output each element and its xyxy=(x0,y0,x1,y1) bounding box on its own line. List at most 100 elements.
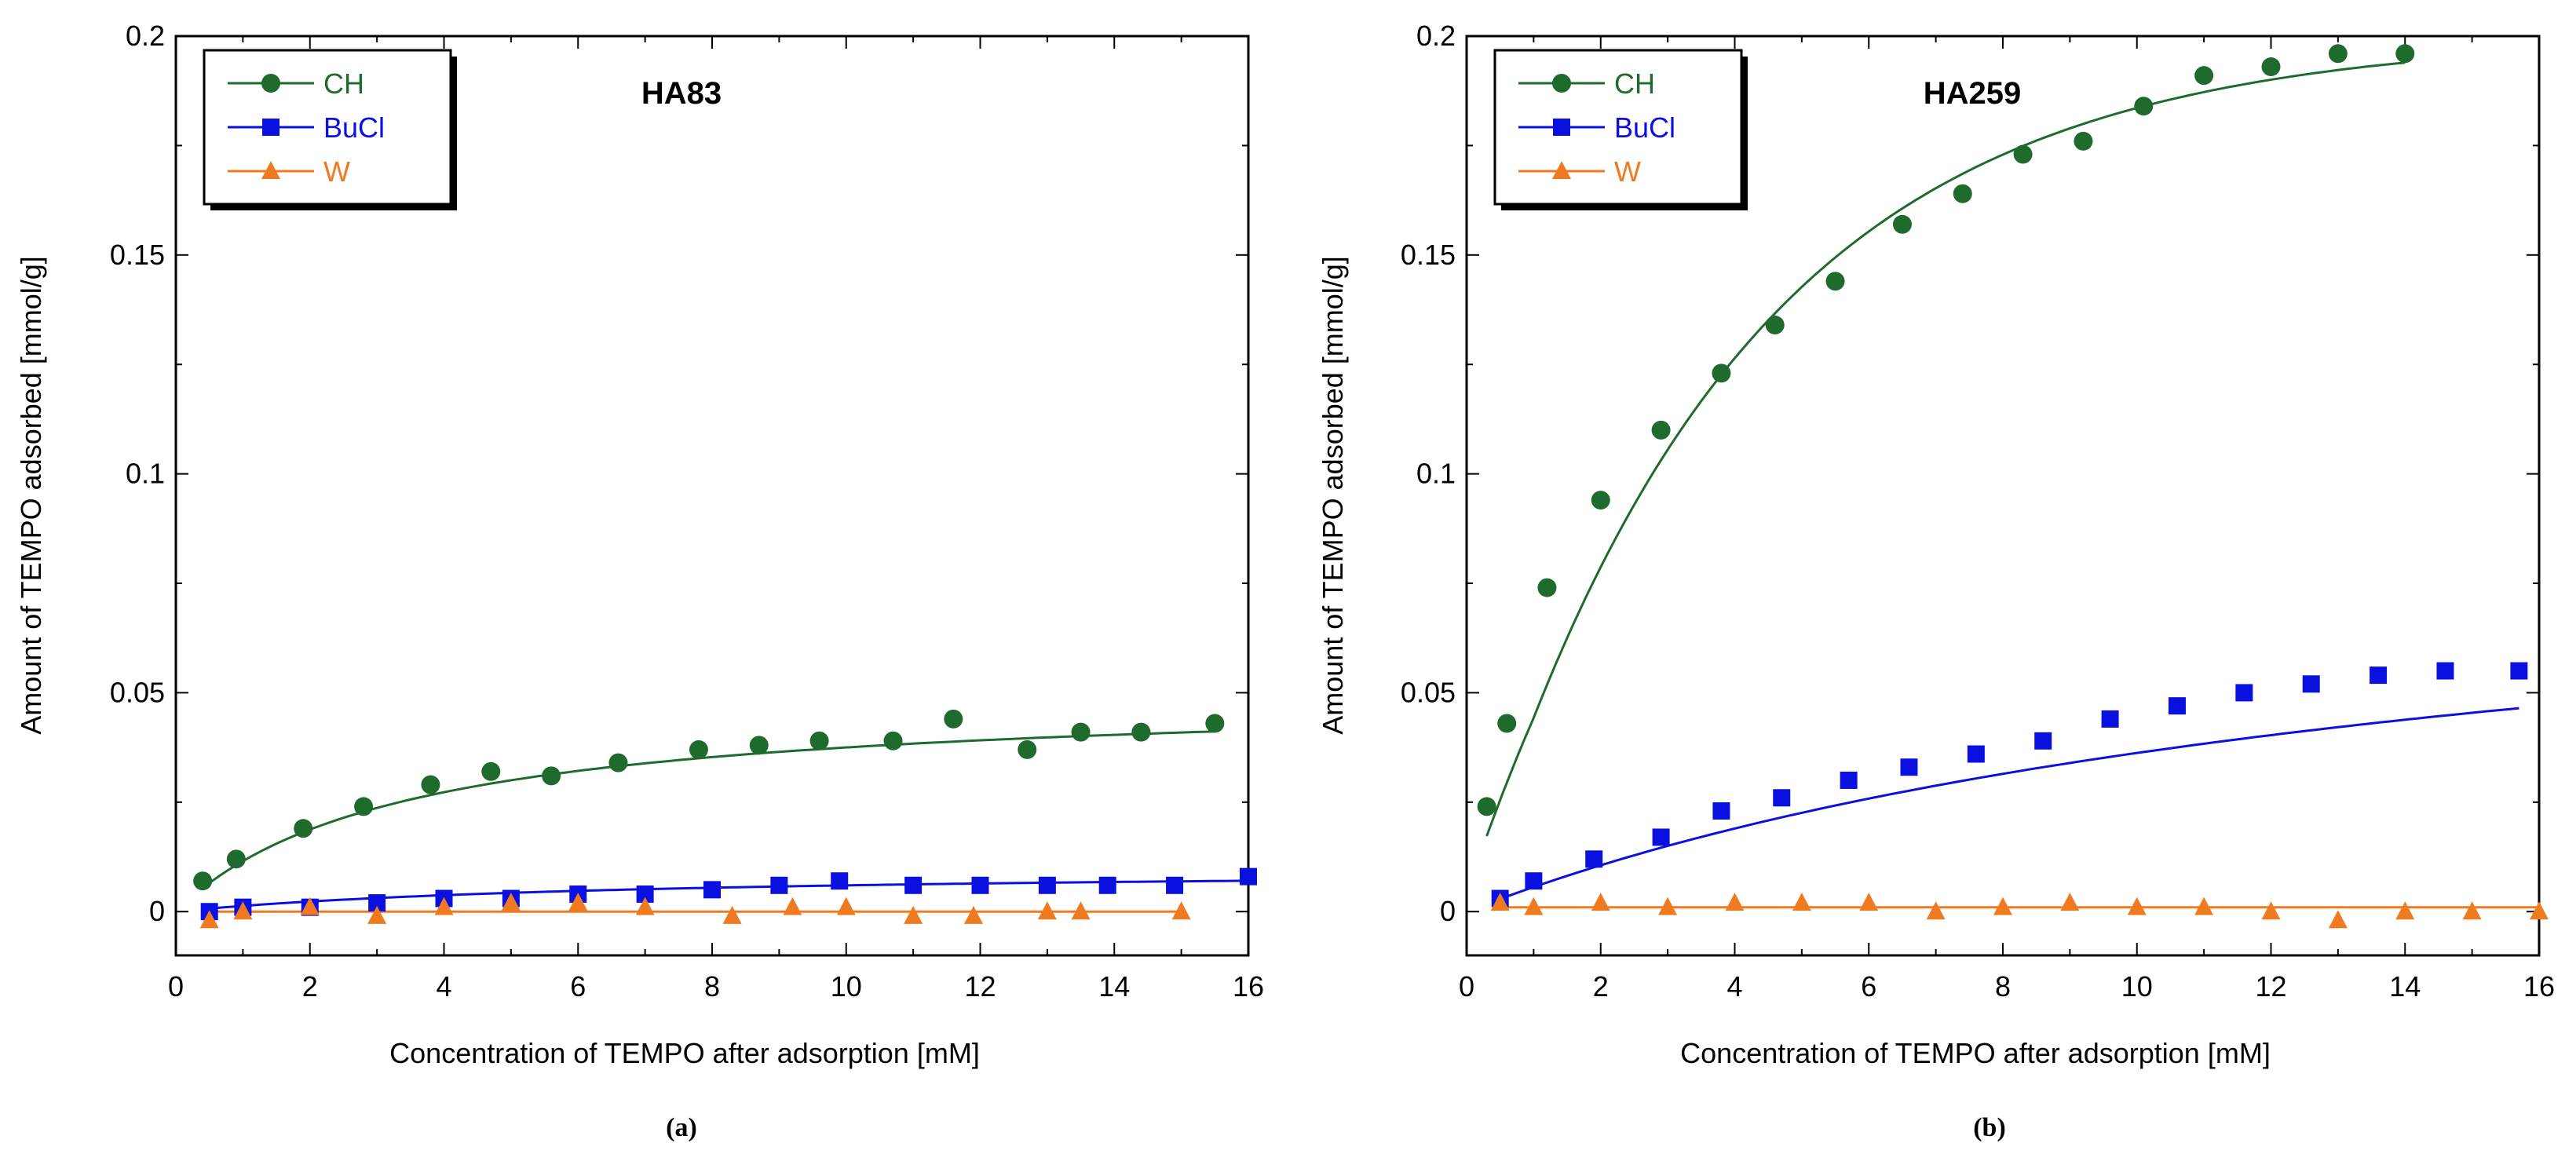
data-point-ch xyxy=(1477,797,1496,816)
data-point-w xyxy=(300,897,320,915)
data-point-w xyxy=(2395,901,2415,920)
fit-curve-bucl xyxy=(1500,707,2519,900)
data-point-w xyxy=(1171,901,1191,920)
data-point-w xyxy=(501,893,521,911)
data-point-w xyxy=(1725,893,1745,911)
x-tick-label: 16 xyxy=(2523,970,2555,1002)
chart-title-a: HA83 xyxy=(641,76,722,111)
data-point-bucl xyxy=(703,881,721,899)
y-axis-label-a: Amount of TEMPO adsorbed [mmol/g] xyxy=(15,256,47,735)
x-tick-label: 6 xyxy=(570,970,586,1002)
data-points-a xyxy=(193,709,1257,929)
data-point-w xyxy=(963,905,983,924)
data-point-bucl xyxy=(1038,876,1056,894)
x-tick-label: 8 xyxy=(1995,970,2011,1002)
data-point-ch xyxy=(1497,714,1517,733)
data-point-w xyxy=(1926,901,1946,920)
data-point-ch xyxy=(1765,316,1785,335)
data-point-bucl xyxy=(1900,758,1918,776)
chart-panel-a: 0 2 4 6 8 10 12 14 16 0 0.05 0.1 0.15 0.2 CH BuCl W HA8… xyxy=(15,20,1264,1142)
data-point-bucl xyxy=(636,885,654,903)
data-point-ch xyxy=(689,740,708,759)
x-tick-label: 12 xyxy=(964,970,996,1002)
legend-a: CH BuCl W xyxy=(203,49,457,210)
data-point-w xyxy=(1524,897,1544,915)
data-point-ch xyxy=(1591,491,1610,510)
fit-curve-ch xyxy=(1485,61,2406,837)
data-point-bucl xyxy=(1967,745,1985,763)
y-tick-label: 0.15 xyxy=(110,239,165,271)
data-point-ch xyxy=(2194,66,2214,86)
legend-label-bucl: BuCl xyxy=(323,111,385,144)
data-point-w xyxy=(568,893,588,911)
data-point-w xyxy=(434,897,454,915)
data-point-w xyxy=(836,897,856,915)
data-point-w xyxy=(199,910,219,929)
ticks-b: 0 2 4 6 8 10 12 14 16 0 0.05 0.1 0.15 0.2 xyxy=(1401,20,2555,1002)
y-tick-label: 0.05 xyxy=(1401,676,1456,708)
data-point-bucl xyxy=(1166,876,1184,894)
data-point-w xyxy=(2530,901,2549,920)
x-tick-label: 14 xyxy=(1098,970,1130,1002)
data-point-ch xyxy=(749,736,769,755)
data-point-bucl xyxy=(2168,697,2186,715)
data-point-w xyxy=(233,901,253,920)
data-point-ch xyxy=(226,849,246,869)
data-point-bucl xyxy=(1840,771,1858,789)
data-point-bucl xyxy=(770,876,788,894)
data-point-ch xyxy=(421,775,440,794)
legend-label-w: W xyxy=(323,155,350,188)
x-tick-label: 8 xyxy=(704,970,720,1002)
data-point-w xyxy=(1859,893,1879,911)
data-point-bucl xyxy=(2436,662,2454,680)
y-tick-label: 0 xyxy=(149,895,165,927)
data-point-bucl xyxy=(2510,662,2528,680)
legend-b: CH BuCl W xyxy=(1493,49,1748,210)
data-point-bucl xyxy=(904,876,923,894)
legend-marker-bucl xyxy=(1553,119,1570,136)
data-point-ch xyxy=(883,731,903,750)
data-point-w xyxy=(2328,910,2348,929)
data-point-ch xyxy=(608,753,628,772)
data-point-bucl xyxy=(831,872,849,890)
x-tick-label: 14 xyxy=(2389,970,2421,1002)
data-point-w xyxy=(2462,901,2482,920)
x-tick-label: 2 xyxy=(1593,970,1609,1002)
x-tick-label: 10 xyxy=(831,970,862,1002)
data-point-ch xyxy=(1537,578,1557,597)
data-point-w xyxy=(722,905,742,924)
legend-marker-w xyxy=(261,161,280,179)
fit-curves-b xyxy=(1485,61,2539,909)
chart-panel-b: 0 2 4 6 8 10 12 14 16 0 0.05 0.1 0.15 0.2 CH BuCl W HA2… xyxy=(1317,20,2555,1142)
panel-caption-a: (a) xyxy=(666,1113,697,1142)
data-point-bucl xyxy=(971,876,989,894)
x-tick-label: 0 xyxy=(1459,970,1474,1002)
data-point-ch xyxy=(481,761,501,781)
data-point-bucl xyxy=(368,894,386,912)
data-point-ch xyxy=(1953,184,1972,203)
data-point-ch xyxy=(1825,272,1845,291)
y-tick-label: 0.2 xyxy=(1416,20,1456,52)
data-point-w xyxy=(2060,893,2080,911)
data-point-ch xyxy=(809,731,829,750)
y-tick-label: 0.2 xyxy=(126,20,165,52)
data-point-bucl xyxy=(2235,684,2253,702)
x-tick-label: 2 xyxy=(302,970,318,1002)
x-axis-label-a: Concentration of TEMPO after adsorption … xyxy=(389,1037,980,1069)
y-axis-label-b: Amount of TEMPO adsorbed [mmol/g] xyxy=(1317,256,1349,735)
panel-caption-b: (b) xyxy=(1973,1113,2006,1142)
x-tick-label: 10 xyxy=(2121,970,2153,1002)
data-point-ch xyxy=(2395,44,2415,64)
legend-marker-w xyxy=(1552,161,1571,179)
y-tick-label: 0.15 xyxy=(1401,239,1456,271)
data-point-ch xyxy=(1205,714,1225,733)
data-point-bucl xyxy=(1652,828,1670,846)
data-point-w xyxy=(2261,901,2281,920)
data-point-ch xyxy=(2013,144,2033,164)
data-point-bucl xyxy=(1098,876,1116,894)
data-point-ch xyxy=(1712,363,1731,383)
x-tick-label: 16 xyxy=(1233,970,1264,1002)
data-point-bucl xyxy=(1585,850,1603,868)
data-point-ch xyxy=(2328,44,2348,64)
